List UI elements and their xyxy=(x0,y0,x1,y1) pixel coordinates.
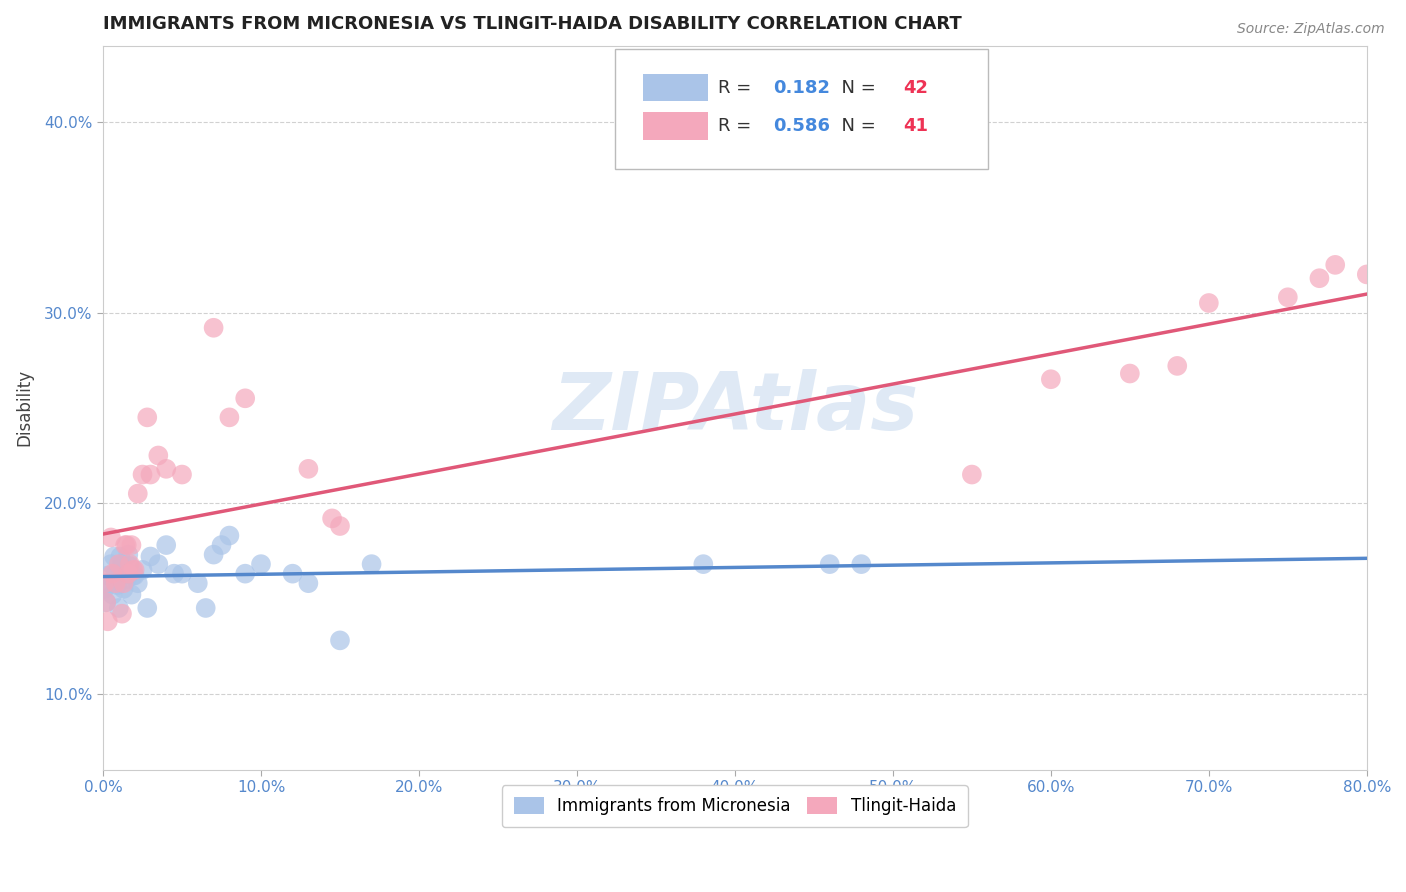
Legend: Immigrants from Micronesia, Tlingit-Haida: Immigrants from Micronesia, Tlingit-Haid… xyxy=(502,785,967,827)
Text: 0.586: 0.586 xyxy=(773,117,830,135)
Point xyxy=(155,462,177,476)
Point xyxy=(108,601,131,615)
Point xyxy=(692,557,714,571)
Text: 41: 41 xyxy=(903,117,928,135)
Point xyxy=(121,538,143,552)
Point xyxy=(218,410,240,425)
Point xyxy=(1355,268,1378,282)
Point xyxy=(97,568,120,582)
Point xyxy=(218,528,240,542)
Point xyxy=(108,557,131,571)
Point xyxy=(100,557,122,571)
Point xyxy=(105,578,128,592)
Point xyxy=(115,538,138,552)
Point xyxy=(170,467,193,482)
Text: R =: R = xyxy=(718,117,758,135)
Point xyxy=(1039,372,1062,386)
Point xyxy=(211,538,233,552)
Point xyxy=(96,595,118,609)
Point xyxy=(115,573,138,587)
Point xyxy=(118,559,141,574)
Point xyxy=(187,576,209,591)
Text: N =: N = xyxy=(830,78,882,96)
Point xyxy=(1324,258,1347,272)
Point xyxy=(1388,194,1406,209)
Point xyxy=(136,410,159,425)
Text: 0.182: 0.182 xyxy=(773,78,830,96)
Point xyxy=(114,538,136,552)
Y-axis label: Disability: Disability xyxy=(15,369,32,446)
Point xyxy=(117,566,139,581)
Point xyxy=(202,320,225,334)
Point xyxy=(104,566,127,581)
Point xyxy=(127,486,149,500)
Point xyxy=(104,576,127,591)
Point xyxy=(233,566,256,581)
Point xyxy=(1198,296,1220,310)
Point xyxy=(329,519,352,533)
Point xyxy=(202,548,225,562)
Point xyxy=(139,467,162,482)
Point xyxy=(112,582,135,596)
Point xyxy=(155,538,177,552)
Point xyxy=(101,566,124,581)
Point xyxy=(1119,367,1142,381)
Point xyxy=(93,576,115,591)
Point xyxy=(163,566,186,581)
Point xyxy=(124,568,146,582)
Point xyxy=(148,449,170,463)
Point xyxy=(121,588,143,602)
Point xyxy=(122,568,145,582)
Point xyxy=(114,563,136,577)
Point xyxy=(131,563,153,577)
Point xyxy=(93,582,115,596)
Text: IMMIGRANTS FROM MICRONESIA VS TLINGIT-HAIDA DISABILITY CORRELATION CHART: IMMIGRANTS FROM MICRONESIA VS TLINGIT-HA… xyxy=(103,15,962,33)
Point xyxy=(360,557,382,571)
Point xyxy=(117,548,139,562)
Point xyxy=(122,563,145,577)
Point xyxy=(194,601,217,615)
Point xyxy=(101,588,124,602)
Point xyxy=(321,511,343,525)
Text: N =: N = xyxy=(830,117,882,135)
Point xyxy=(124,563,146,577)
Point xyxy=(1166,359,1188,373)
Point xyxy=(111,557,134,571)
Text: 42: 42 xyxy=(903,78,928,96)
FancyBboxPatch shape xyxy=(643,112,709,140)
Text: R =: R = xyxy=(718,78,758,96)
Text: ZIPAtlas: ZIPAtlas xyxy=(551,368,918,447)
Point xyxy=(118,557,141,571)
Point xyxy=(148,557,170,571)
Point xyxy=(97,615,120,629)
Point xyxy=(233,392,256,406)
Point xyxy=(103,549,125,564)
Point xyxy=(960,467,983,482)
FancyBboxPatch shape xyxy=(614,49,987,169)
Point xyxy=(851,557,873,571)
Point xyxy=(1277,290,1299,304)
Point xyxy=(329,633,352,648)
Point xyxy=(297,576,319,591)
Point xyxy=(1308,271,1330,285)
Point xyxy=(250,557,273,571)
Point xyxy=(110,549,132,564)
Point xyxy=(131,467,153,482)
Point xyxy=(281,566,304,581)
Text: Source: ZipAtlas.com: Source: ZipAtlas.com xyxy=(1237,22,1385,37)
Point xyxy=(297,462,319,476)
Point xyxy=(127,576,149,591)
FancyBboxPatch shape xyxy=(643,74,709,102)
Point xyxy=(136,601,159,615)
Point xyxy=(170,566,193,581)
Point xyxy=(100,531,122,545)
Point xyxy=(111,607,134,621)
Point xyxy=(139,549,162,564)
Point xyxy=(112,576,135,591)
Point xyxy=(818,557,841,571)
Point xyxy=(96,595,118,609)
Point xyxy=(98,576,121,591)
